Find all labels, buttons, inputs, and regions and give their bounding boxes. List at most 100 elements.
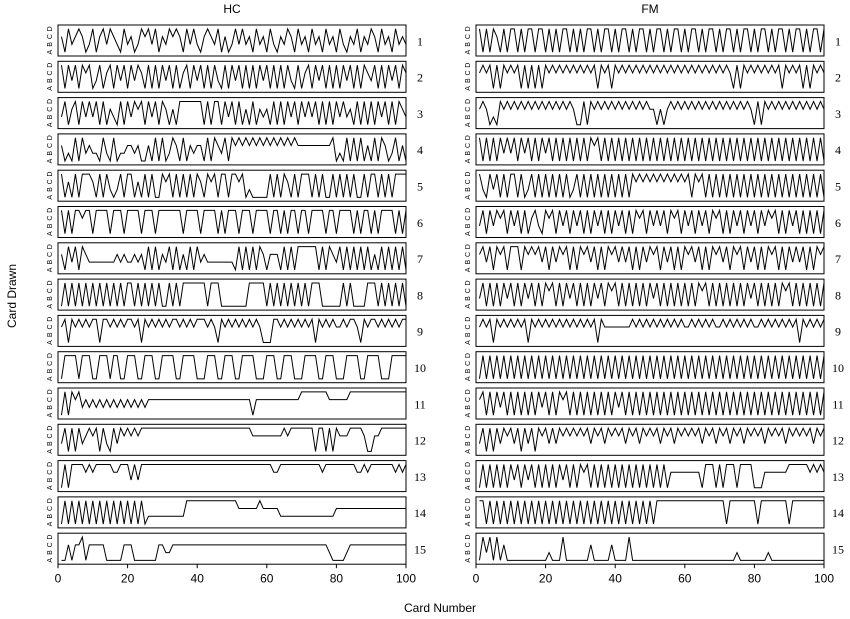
y-tick-label: D — [47, 462, 54, 467]
y-tick-label: B — [47, 441, 54, 446]
y-tick-label: C — [47, 397, 54, 402]
panel-frame — [475, 278, 825, 311]
y-tick-label: D — [465, 135, 472, 140]
series-line — [478, 27, 825, 53]
panel-frame — [475, 532, 825, 565]
panel-label: 8 — [417, 288, 423, 302]
y-tick-label: C — [47, 361, 54, 366]
y-tick-label: C — [465, 397, 472, 402]
y-tick-label: B — [47, 260, 54, 265]
panel-frame — [475, 133, 825, 166]
y-tick-label: B — [465, 114, 472, 119]
panel-label: 2 — [417, 71, 423, 85]
y-tick-label: D — [465, 280, 472, 285]
panel-frame — [475, 314, 825, 347]
series-line — [60, 209, 407, 234]
panel-label: 6 — [417, 216, 423, 230]
y-tick-label: B — [465, 514, 472, 519]
y-axis-label: Card Drawn — [5, 264, 19, 328]
y-tick-label: A — [465, 412, 472, 417]
y-tick-label: A — [465, 195, 472, 200]
panel-label: 3 — [417, 107, 423, 121]
y-tick-label: B — [47, 151, 54, 156]
panel-label: 7 — [835, 252, 841, 266]
panel-frame — [475, 97, 825, 130]
y-tick-label: D — [47, 535, 54, 540]
series-line — [479, 99, 825, 127]
y-tick-label: C — [465, 34, 472, 39]
y-tick-label: A — [465, 267, 472, 272]
y-tick-label: B — [47, 223, 54, 228]
panel-label: 11 — [832, 397, 844, 411]
y-tick-label: A — [465, 558, 472, 563]
y-tick-label: D — [465, 498, 472, 503]
panel-label: 7 — [417, 252, 423, 266]
y-tick-label: B — [465, 368, 472, 373]
y-tick-label: D — [465, 244, 472, 249]
series-line — [478, 355, 825, 379]
panel-frame — [57, 387, 407, 420]
panel-label: 11 — [414, 397, 426, 411]
x-tick-label: 60 — [678, 571, 692, 585]
x-tick-label: 100 — [396, 571, 416, 585]
series-line — [60, 63, 407, 91]
series-line — [60, 463, 407, 488]
panel-frame — [475, 460, 825, 493]
y-tick-label: A — [47, 376, 54, 381]
panel-frame — [57, 496, 407, 529]
panel-label: 4 — [417, 143, 423, 157]
series-line — [478, 426, 825, 452]
y-tick-label: D — [47, 389, 54, 394]
y-tick-label: C — [465, 70, 472, 75]
panel-frame — [57, 532, 407, 565]
y-tick-label: C — [47, 433, 54, 438]
panel-frame — [475, 242, 825, 275]
series-line — [478, 136, 825, 162]
y-tick-label: C — [465, 506, 472, 511]
y-tick-label: C — [465, 470, 472, 475]
y-tick-label: A — [47, 558, 54, 563]
y-tick-label: C — [465, 179, 472, 184]
y-tick-label: B — [465, 405, 472, 410]
y-tick-label: C — [47, 107, 54, 112]
y-tick-label: B — [465, 260, 472, 265]
panel-label: 8 — [835, 288, 841, 302]
y-tick-label: A — [465, 304, 472, 309]
y-tick-label: A — [47, 267, 54, 272]
panel-frame — [475, 206, 825, 238]
y-tick-label: C — [465, 143, 472, 148]
y-tick-label: D — [47, 317, 54, 322]
panel-frame — [57, 278, 407, 311]
y-tick-label: A — [47, 158, 54, 163]
y-tick-label: A — [47, 485, 54, 490]
y-tick-label: D — [465, 317, 472, 322]
y-tick-label: A — [465, 231, 472, 236]
series-line — [60, 355, 406, 380]
y-tick-label: C — [47, 252, 54, 257]
x-tick-label: 100 — [814, 571, 834, 585]
x-tick-label: 0 — [473, 571, 480, 585]
y-tick-label: D — [47, 208, 54, 213]
panel-label: 6 — [835, 216, 841, 230]
panel-label: 4 — [835, 143, 841, 157]
x-tick-label: 40 — [609, 571, 623, 585]
series-line — [60, 27, 407, 54]
series-line — [479, 63, 825, 89]
x-axis-label: Card Number — [404, 601, 476, 615]
panel-frame — [57, 460, 407, 493]
y-tick-label: D — [465, 26, 472, 31]
series-line — [60, 244, 407, 272]
series-line — [479, 390, 825, 416]
y-tick-label: D — [47, 280, 54, 285]
y-tick-label: D — [47, 26, 54, 31]
panel-frame — [57, 351, 407, 384]
series-line — [478, 281, 825, 307]
y-tick-label: A — [47, 340, 54, 345]
y-tick-label: A — [47, 49, 54, 54]
series-line — [479, 500, 824, 525]
y-tick-label: D — [465, 63, 472, 68]
panel-frame — [57, 97, 407, 130]
panel-label: 9 — [835, 325, 841, 339]
series-line — [60, 426, 406, 454]
panel-label: 15 — [832, 542, 844, 556]
